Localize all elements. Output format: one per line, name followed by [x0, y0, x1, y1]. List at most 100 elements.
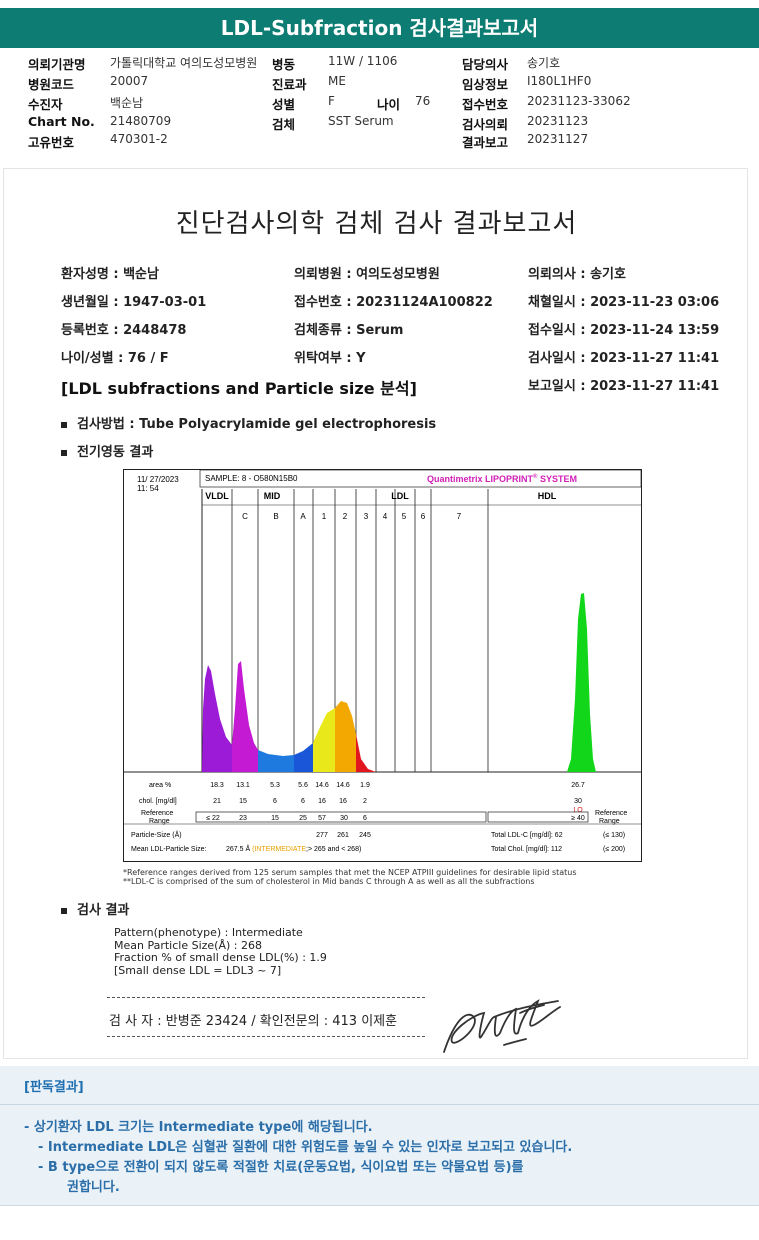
info-specimen: 검체종류 : Serum	[294, 323, 404, 338]
particle-value: 277	[316, 832, 328, 839]
header-value: I180L1HF0	[527, 74, 592, 88]
ref-title-line2: Range	[599, 818, 620, 825]
header-row: 수진자 백순남 성별 F 나이 76 접수번호 20231123-33062	[0, 94, 759, 112]
chol-value: 15	[239, 798, 247, 805]
result-heading: 검사 결과	[61, 899, 129, 918]
header-value: 송기호	[527, 56, 561, 70]
peak-area	[202, 593, 596, 772]
judgement-line: - Intermediate LDL은 심혈관 질환에 대한 위험도를 높일 수…	[38, 1140, 573, 1155]
report-title-bar: LDL-Subfraction 검사결과보고서	[0, 8, 759, 48]
header-label: 의뢰기관명	[28, 57, 86, 72]
band-lines	[124, 489, 641, 773]
peak-vldl	[202, 665, 232, 772]
particle-value: 261	[337, 832, 349, 839]
ref-value: 15	[271, 815, 279, 822]
ref-label-line1: Reference	[141, 810, 173, 817]
header-value: ME	[328, 74, 346, 88]
header-value: 470301-2	[110, 132, 168, 146]
chol-value: 2	[363, 798, 367, 805]
ref-value: 6	[363, 815, 367, 822]
ref-value: 30	[340, 815, 348, 822]
header-row: 의뢰기관명 가톨릭대학교 여의도성모병원 병동 11W / 1106 담당의사 …	[0, 54, 759, 72]
chol-label: chol. [mg/dl]	[139, 798, 177, 805]
info-reg-no: 등록번호 : 2448478	[61, 323, 187, 338]
ref-title-line1: Reference	[595, 810, 627, 817]
electro-heading-text: 전기영동 결과	[77, 445, 154, 460]
result-sdldl-def: [Small dense LDL = LDL3 ~ 7]	[114, 963, 282, 977]
header-value: 20231127	[527, 132, 589, 146]
judgement-line: - 상기환자 LDL 크기는 Intermediate type에 해당됩니다.	[24, 1120, 373, 1135]
age-label: 나이	[377, 97, 401, 112]
header-value: 가톨릭대학교 여의도성모병원	[110, 56, 258, 70]
area-value: 14.6	[315, 782, 329, 789]
method-line: 검사방법 : Tube Polyacrylamide gel electroph…	[61, 413, 436, 432]
area-value: 5.3	[270, 782, 280, 789]
header-label: 임상정보	[462, 77, 509, 92]
info-report-time: 보고일시 : 2023-11-27 11:41	[528, 379, 720, 394]
header-row: 고유번호 470301-2 결과보고 20231127	[0, 132, 759, 150]
peak-mid-a	[294, 743, 313, 772]
mean-label: Mean LDL-Particle Size:	[131, 846, 207, 853]
signature-text: 검 사 자 : 반병준 23424 / 확인전문의 : 413 이제훈	[109, 1014, 398, 1029]
ref-label: Reference Range	[141, 810, 173, 825]
ref-value: ≤ 22	[206, 815, 220, 822]
band-label: 3	[364, 512, 369, 521]
result-phenotype: Pattern(phenotype) : Intermediate	[114, 926, 303, 939]
header-label: 진료과	[272, 77, 307, 92]
info-consign: 위탁여부 : Y	[294, 351, 366, 366]
value-table: area % chol. [mg/dl] 18.3 13.1 5.3 5.6 14.6 14.…	[124, 782, 641, 853]
result-box: Pattern(phenotype) : Intermediate Mean P…	[114, 926, 327, 977]
judgement-title: [판독결과]	[24, 1080, 84, 1095]
electro-heading: 전기영동 결과	[61, 441, 153, 460]
header-label: 담당의사	[462, 57, 509, 72]
result-mean-size: Mean Particle Size(Å) : 268	[114, 938, 262, 952]
age-value: 76	[415, 94, 431, 108]
band-label: 5	[402, 512, 407, 521]
chol-flag: LO	[573, 807, 583, 814]
area-value: 14.6	[336, 782, 350, 789]
header-label: 고유번호	[28, 135, 75, 150]
handwritten-signature-icon	[443, 999, 561, 1053]
judgement-line: 권합니다.	[67, 1180, 120, 1195]
chol-value: 30	[574, 798, 582, 805]
band-label: 1	[322, 512, 327, 521]
header-value: F	[328, 94, 335, 108]
chart-brand-reg: ®	[533, 473, 538, 480]
ref-box	[195, 811, 487, 823]
band-labels: C B A 1 2 3 4 5 6 7	[242, 512, 462, 521]
chart-frame	[123, 469, 642, 862]
area-value: 5.6	[298, 782, 308, 789]
band-label: 2	[343, 512, 348, 521]
footnote-2: **LDL-C is comprised of the sum of chole…	[123, 877, 535, 886]
peak-mid-c	[232, 661, 258, 772]
lipoprint-chart: 11/ 27/2023 11: 54 SAMPLE: 8 - O580N15B0…	[123, 469, 642, 862]
info-doctor: 의뢰의사 : 송기호	[528, 267, 626, 282]
header-info: 의뢰기관명 가톨릭대학교 여의도성모병원 병동 11W / 1106 담당의사 …	[0, 54, 759, 150]
footnote-1: *Reference ranges derived from 125 serum…	[123, 868, 577, 877]
peak-ldl3	[356, 734, 376, 772]
chart-sample: SAMPLE: 8 - O580N15B0	[205, 474, 298, 483]
chart-brand-suffix: SYSTEM	[537, 474, 577, 484]
mean-range: ;> 265 and < 268)	[306, 846, 361, 853]
particle-label: Particle-Size (Å)	[131, 830, 182, 839]
area-value: 1.9	[360, 782, 370, 789]
bullet-icon	[61, 449, 67, 456]
judgement-panel: [판독결과] - 상기환자 LDL 크기는 Intermediate type에…	[0, 1066, 759, 1206]
method-text: 검사방법 : Tube Polyacrylamide gel electroph…	[77, 417, 437, 432]
report-title: 진단검사의학 검체 검사 결과보고서	[175, 209, 578, 239]
ref-value: 23	[239, 815, 247, 822]
header-value: 11W / 1106	[328, 54, 398, 68]
sample-bar	[199, 469, 642, 488]
chart-brand: Quantimetrix LIPOPRINT® SYSTEM	[427, 473, 577, 484]
chol-value: 16	[339, 798, 347, 805]
region-label: HDL	[538, 491, 557, 501]
region-labels: VLDL MID LDL HDL	[205, 491, 556, 501]
judgement-divider	[0, 1104, 759, 1105]
total-ldl-ref: (≤ 130)	[603, 832, 625, 839]
header-value: 21480709	[110, 114, 172, 128]
total-chol: Total Chol. [mg/dl]: 112	[491, 846, 562, 853]
band-label: B	[273, 512, 278, 521]
info-accession: 접수번호 : 20231124A100822	[294, 295, 493, 310]
header-label: 접수번호	[462, 97, 509, 112]
judgement-line: - B type으로 전환이 되지 않도록 적절한 치료(운동요법, 식이요법 …	[38, 1160, 524, 1175]
